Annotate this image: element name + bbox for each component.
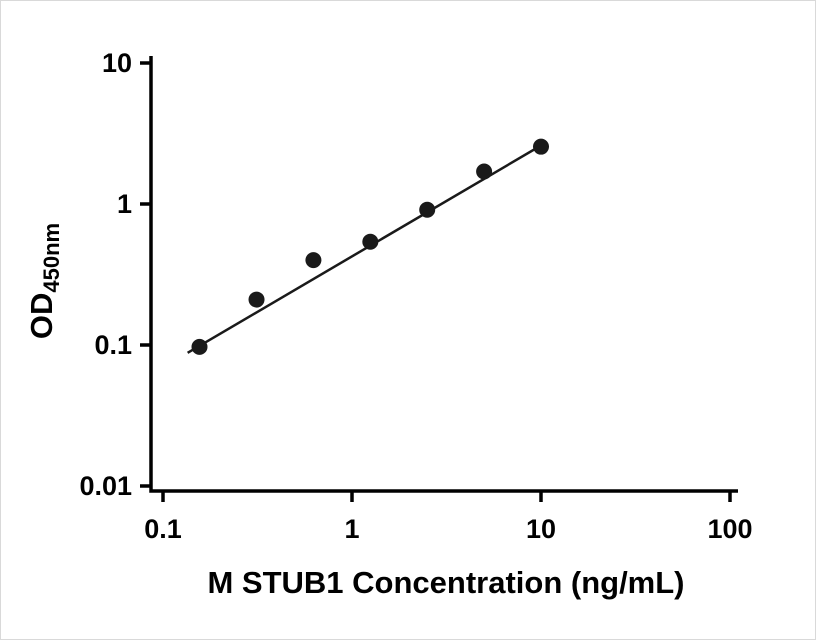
trend-line [187,144,542,354]
y-axis-title: OD450nm [24,161,64,401]
axis-spines [149,56,738,493]
y-tick-label: 0.1 [94,330,132,360]
data-point [248,291,265,308]
y-axis-title-main: OD [24,292,59,340]
data-point [476,163,493,180]
data-point [191,338,208,355]
y-tick-label: 0.01 [79,471,132,501]
x-tick-label: 1 [344,514,359,544]
data-point [305,252,322,269]
y-axis-title-subscript: 450nm [39,222,64,293]
data-point [362,233,379,250]
x-axis-title: M STUB1 Concentration (ng/mL) [207,565,685,600]
x-tick-label: 0.1 [144,514,182,544]
data-point [533,138,549,155]
x-tick-label: 100 [707,514,752,544]
y-tick-label: 10 [102,48,132,78]
x-tick-label: 10 [526,514,556,544]
data-point [419,201,436,218]
y-tick-label: 1 [117,189,132,219]
